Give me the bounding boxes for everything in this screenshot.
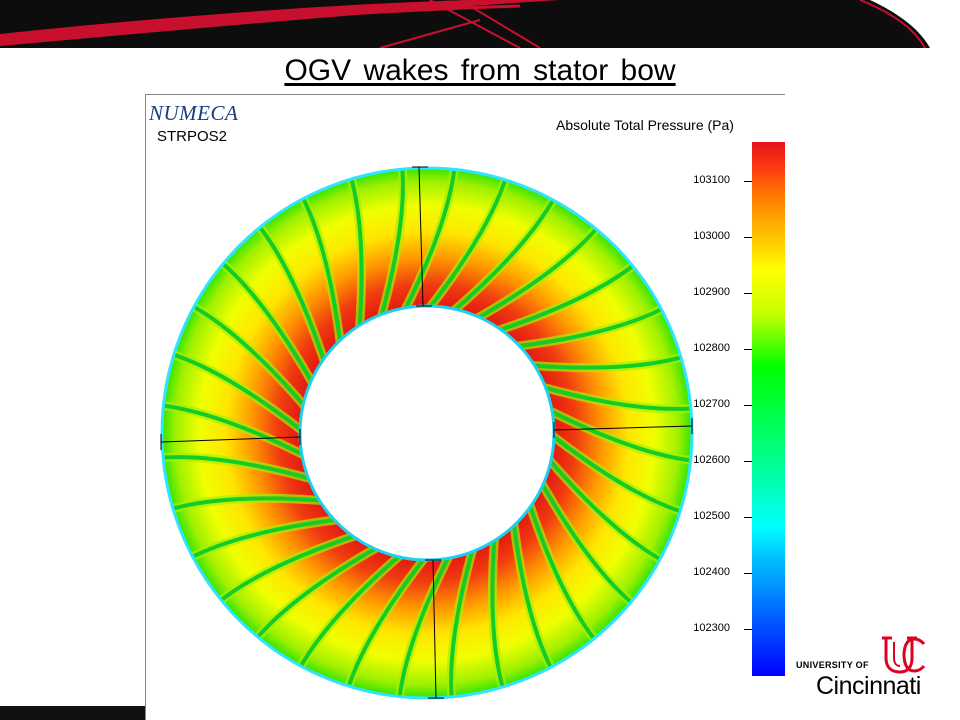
colorbar-tick: 102500 [693, 510, 752, 524]
colorbar-tick-label: 102900 [693, 286, 730, 298]
bottom-left-bar [0, 706, 145, 720]
colorbar-tick: 102700 [693, 398, 752, 412]
blade-wake [296, 551, 405, 672]
blade-wake [511, 519, 555, 673]
numeca-brand-label: NUMECA [149, 101, 239, 125]
colorbar [752, 142, 785, 676]
blade-wake [494, 261, 638, 334]
colorbar-tick-label: 103000 [693, 230, 730, 242]
colorbar-tick: 102800 [693, 342, 752, 356]
blade-wake [162, 455, 315, 482]
colorbar-tick: 102900 [693, 286, 752, 300]
colorbar-tick-label: 102400 [693, 566, 730, 578]
uc-monogram-icon [882, 636, 926, 674]
colorbar-tick: 103000 [693, 230, 752, 244]
blade-wake [401, 168, 457, 315]
blade-wake [188, 302, 309, 411]
slide-title: OGV wakes from stator bow [284, 54, 676, 87]
blade-wake [528, 354, 687, 370]
blade-wake [545, 407, 693, 463]
blade-wake [167, 496, 326, 512]
colorbar-tick-label: 102800 [693, 342, 730, 354]
top-banner-decoration [0, 0, 960, 48]
blade-wake [449, 194, 558, 315]
colorbar-tick-label: 103100 [693, 174, 730, 186]
blade-wake [545, 455, 666, 564]
colorbar-title: Absolute Total Pressure (Pa) [556, 117, 734, 133]
blade-wake [216, 532, 360, 605]
blade-wake [162, 403, 309, 459]
colorbar-tick: 102300 [693, 622, 752, 636]
blade-wake [537, 478, 637, 607]
blade-wake [299, 193, 343, 347]
blade-wake [378, 168, 405, 321]
colorbar-tick: 102400 [693, 566, 752, 580]
blade-wake [539, 384, 693, 411]
logo-university-of-text: UNIVERSITY OF [796, 660, 869, 670]
colorbar-tick: 102600 [693, 454, 752, 468]
colorbar-tick-label: 102300 [693, 622, 730, 634]
contour-figure: NUMECA STRPOS2 Absolute Total Pressure (… [145, 94, 785, 720]
hub-cutout [302, 308, 552, 558]
blade-wake [217, 259, 317, 388]
blade-wake [168, 351, 307, 435]
colorbar-tick: 103100 [693, 174, 752, 188]
blade-wake [425, 174, 509, 313]
university-logo: UNIVERSITY OF Cincinnati [796, 634, 936, 704]
blade-wake [547, 431, 686, 515]
blade-wake [255, 222, 328, 366]
blade-wake [348, 173, 364, 332]
blade-wake [345, 553, 429, 692]
colorbar-tick-label: 102700 [693, 398, 730, 410]
blade-wake [490, 534, 506, 693]
blade-wake [449, 545, 476, 698]
blade-wake [526, 500, 599, 644]
run-name-label: STRPOS2 [157, 128, 228, 145]
blade-wake [472, 223, 601, 323]
colorbar-tick-label: 102600 [693, 454, 730, 466]
blade-wake [397, 551, 453, 698]
blade-wake [187, 517, 341, 561]
blade-wake [253, 543, 382, 643]
colorbar-tick-label: 102500 [693, 510, 730, 522]
wake-group [162, 168, 693, 698]
annulus-ring [162, 168, 693, 698]
logo-cincinnati-text: Cincinnati [816, 672, 921, 700]
grid-block-lines [160, 166, 693, 699]
pressure-contour-annulus [160, 166, 694, 700]
blade-wake [513, 305, 667, 349]
